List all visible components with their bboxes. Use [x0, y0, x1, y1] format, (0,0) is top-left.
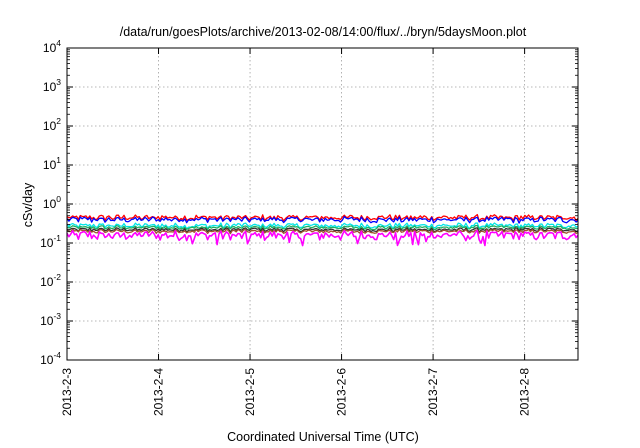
y-tick-label: 10-1: [40, 233, 61, 250]
x-tick-labels: 2013-2-3 2013-2-4 2013-2-5 2013-2-6 2013-2-7…: [60, 368, 532, 416]
y-tick-label: 102: [43, 116, 61, 133]
series-line: [66, 222, 579, 230]
y-tick-label: 10-3: [40, 311, 61, 328]
y-tick-label: 10-4: [40, 350, 61, 367]
y-tick-labels: 10-4 10-3 10-2 10-1 100 101 102 103 104: [40, 38, 61, 367]
series-lines: [66, 213, 579, 247]
x-tick-label: 2013-2-5: [243, 368, 257, 416]
axes: [66, 47, 579, 361]
series-line: [66, 229, 579, 247]
y-axis-label: cSv/day: [21, 182, 35, 227]
y-tick-label: 100: [43, 194, 61, 211]
x-tick-label: 2013-2-6: [335, 368, 349, 416]
plot-frame: [66, 47, 579, 361]
y-tick-label: 101: [43, 155, 61, 172]
series-line: [66, 228, 579, 235]
series-line: [66, 215, 579, 224]
y-tick-label: 104: [43, 38, 61, 55]
x-tick-label: 2013-2-3: [60, 368, 74, 416]
chart-title: /data/run/goesPlots/archive/2013-02-08/1…: [120, 25, 527, 39]
series-line: [66, 224, 578, 231]
x-axis-label: Coordinated Universal Time (UTC): [227, 430, 419, 444]
x-tick-label: 2013-2-7: [426, 368, 440, 416]
x-tick-label: 2013-2-4: [152, 368, 166, 416]
x-tick-label: 2013-2-8: [518, 368, 532, 416]
series-line: [66, 227, 579, 233]
y-tick-label: 103: [43, 77, 61, 94]
y-tick-label: 10-2: [40, 272, 61, 289]
grid: [67, 48, 578, 360]
